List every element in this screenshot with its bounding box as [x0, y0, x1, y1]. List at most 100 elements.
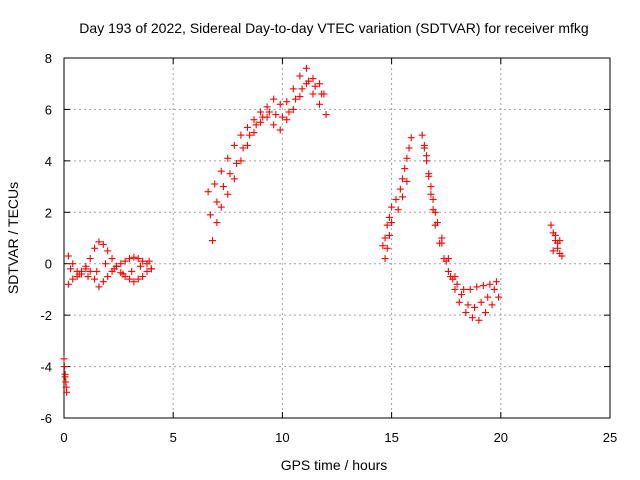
data-point	[418, 131, 426, 139]
data-point	[292, 95, 300, 103]
data-point	[388, 203, 396, 211]
y-tick-label: -2	[40, 308, 52, 323]
data-point	[482, 309, 490, 317]
data-point	[250, 129, 258, 137]
data-point	[311, 82, 319, 90]
x-tick-label: 20	[494, 430, 508, 445]
data-point	[252, 121, 260, 129]
data-point	[276, 126, 284, 134]
data-point	[289, 105, 297, 113]
data-point	[95, 238, 103, 246]
data-point	[305, 77, 313, 85]
data-point	[401, 165, 409, 173]
x-tick-label: 15	[384, 430, 398, 445]
data-point	[75, 270, 83, 278]
tick-labels: 0 5 10 15 20 25 -6 -4 -2 0 2 4 6 8	[40, 51, 617, 445]
data-point	[427, 190, 435, 198]
data-point	[130, 253, 138, 261]
data-point	[119, 270, 127, 278]
data-point	[462, 309, 470, 317]
x-tick-label: 10	[275, 430, 289, 445]
data-point	[217, 167, 225, 175]
data-point	[322, 111, 330, 119]
data-point	[302, 64, 310, 72]
data-point	[257, 108, 265, 116]
data-point	[126, 275, 134, 283]
data-point	[486, 280, 494, 288]
data-point	[285, 108, 293, 116]
data-point	[399, 193, 407, 201]
data-point	[466, 285, 474, 293]
axis-ticks	[63, 57, 611, 419]
y-tick-label: 8	[45, 51, 52, 66]
data-point	[257, 118, 265, 126]
data-point	[224, 190, 232, 198]
data-point	[136, 262, 144, 270]
data-point	[444, 267, 452, 275]
data-point	[403, 154, 411, 162]
data-point	[99, 278, 107, 286]
y-tick-label: 2	[45, 205, 52, 220]
data-point	[84, 273, 92, 281]
data-point	[239, 144, 247, 152]
data-point	[250, 116, 258, 124]
data-point	[270, 95, 278, 103]
y-tick-label: -4	[40, 360, 52, 375]
plot-frame	[63, 57, 611, 419]
data-point	[309, 75, 317, 83]
data-point	[318, 90, 326, 98]
data-point	[383, 221, 391, 229]
data-point	[429, 195, 437, 203]
data-point	[296, 72, 304, 80]
data-point	[484, 293, 492, 301]
data-point	[420, 144, 428, 152]
data-point	[289, 85, 297, 93]
data-point	[63, 388, 71, 396]
data-point	[230, 175, 238, 183]
data-point	[460, 285, 468, 293]
data-point	[108, 255, 116, 263]
data-point	[479, 282, 487, 290]
data-point	[309, 90, 317, 98]
data-point	[206, 211, 214, 219]
data-point	[139, 273, 147, 281]
y-tick-label: 0	[45, 257, 52, 272]
data-point	[209, 237, 217, 245]
data-point	[381, 255, 389, 263]
data-point	[438, 234, 446, 242]
data-point	[405, 144, 413, 152]
data-point	[471, 303, 479, 311]
data-point	[396, 185, 404, 193]
data-point	[381, 234, 389, 242]
data-point	[473, 283, 481, 291]
data-point	[86, 255, 94, 263]
data-point	[217, 203, 225, 211]
data-point	[379, 242, 387, 250]
data-point	[145, 257, 153, 265]
data-point	[233, 159, 241, 167]
data-point	[213, 198, 221, 206]
data-point	[139, 257, 147, 265]
data-point	[490, 285, 498, 293]
data-point	[453, 280, 461, 288]
data-point	[104, 273, 112, 281]
data-point	[272, 111, 280, 119]
data-point	[226, 170, 234, 178]
data-point	[259, 113, 267, 121]
data-point	[60, 363, 68, 371]
y-axis-label: SDTVAR / TECUs	[5, 182, 21, 294]
data-point	[316, 100, 324, 108]
data-point	[451, 273, 459, 281]
data-point	[283, 98, 291, 106]
data-point	[427, 183, 435, 191]
y-tick-label: 6	[45, 102, 52, 117]
data-point	[383, 244, 391, 252]
data-point	[128, 267, 136, 275]
data-point	[91, 244, 99, 252]
data-point	[270, 121, 278, 129]
data-point	[67, 265, 75, 273]
data-point	[475, 316, 483, 324]
x-tick-label: 0	[60, 430, 67, 445]
x-axis-label: GPS time / hours	[281, 457, 388, 473]
